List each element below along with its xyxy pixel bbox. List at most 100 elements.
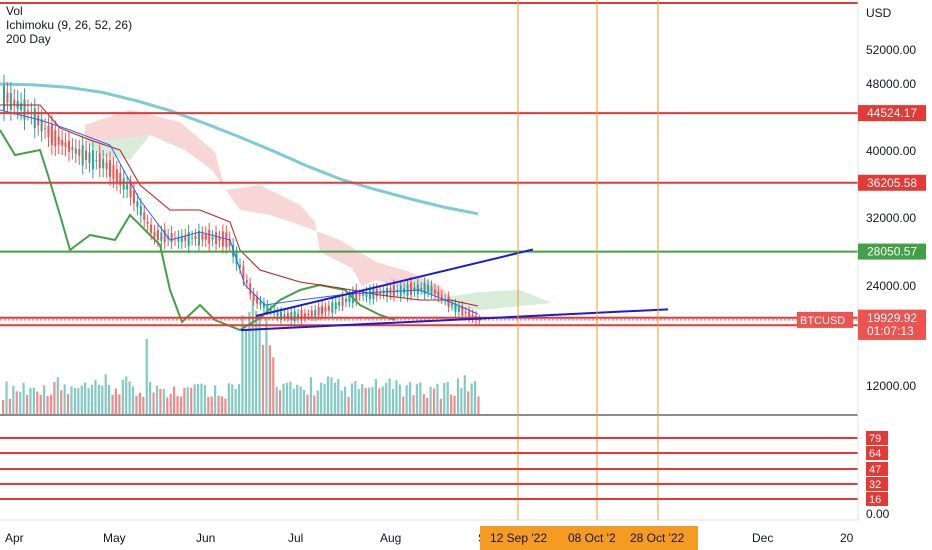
price-candle [252,293,255,301]
price-candle [345,298,347,302]
volume-bar [56,377,59,414]
volume-bar [155,385,159,414]
volume-bar [357,389,360,414]
legend-ichimoku[interactable]: Ichimoku (9, 26, 52, 26) [6,18,133,32]
volume-bar [292,388,295,414]
volume-bar [46,395,49,414]
volume-bar [53,382,56,414]
volume-bar [473,381,477,414]
price-candle [37,115,40,126]
price-candle [85,150,88,161]
price-candle [307,314,310,316]
price-candle [321,305,324,315]
volume-bar [217,395,220,414]
price-candle [98,153,101,169]
volume-bar [237,383,241,414]
price-level-tag-label: 36205.58 [867,176,917,190]
volume-bar [385,382,388,414]
price-candle [67,140,70,152]
price-candle [454,303,457,312]
volume-bar [436,383,439,414]
price-candle [211,237,214,240]
price-candle [334,302,337,309]
price-candle [129,183,132,198]
volume-bar [244,329,248,414]
price-candle [262,302,265,308]
volume-bar [70,386,73,414]
price-candle [327,305,330,311]
price-candle [368,289,371,300]
volume-bar [261,345,265,414]
price-candle [208,229,211,244]
price-candle [218,237,221,241]
oscillator-level-label: 79 [869,433,881,445]
price-level-tag-label: 44524.17 [867,106,917,120]
date-range-highlight [480,526,698,550]
price-tick-label: 24000.00 [866,279,916,293]
volume-bar [152,392,155,414]
volume-bar [282,383,285,414]
volume-bar [179,396,183,414]
legend-vol[interactable]: Vol [6,4,23,18]
volume-bar [66,394,70,414]
price-candle [392,285,395,296]
price-candle [126,184,129,190]
volume-bar [87,387,90,414]
price-candle [283,314,286,317]
trendline [255,248,534,317]
volume-bar [97,384,100,414]
price-candle [146,221,149,224]
price-candle [457,307,460,312]
price-candle [139,205,142,216]
price-candle [238,264,241,268]
price-candle [413,287,416,292]
volume-bar [460,387,463,414]
symbol-tag [797,311,853,328]
volume-bar [114,388,118,414]
volume-bar [29,387,32,414]
ichimoku-conversion-line [0,109,479,315]
volume-bar [128,381,131,414]
price-candle [6,92,9,103]
volume-bar [43,385,46,414]
price-candle [348,295,351,303]
volume-bar [456,378,460,414]
price-candle [91,150,94,170]
time-tick-label: Jun [196,531,215,545]
volume-bar [258,315,261,414]
volume-bar [330,377,333,414]
price-candle [471,314,474,319]
volume-bar [316,390,319,414]
volume-bar [173,386,176,414]
price-candle [440,295,443,299]
price-candle [468,311,471,318]
price-candle [204,233,207,240]
price-candle [26,110,29,112]
oscillator-level-tag [866,462,888,476]
volume-bar [231,384,234,414]
current-price-value: 19929.92 [867,311,917,325]
price-candle [437,291,440,297]
price-candle [115,169,118,183]
volume-bar [241,315,244,414]
volume-bar [412,395,415,414]
price-candle [191,237,194,239]
volume-bar [203,385,206,414]
price-candle [194,235,197,239]
time-tick-label: Apr [5,531,24,545]
price-candle [184,235,187,241]
price-candle [297,313,300,319]
price-candle [160,232,163,241]
volume-bar [419,382,422,414]
price-tick-label: 52000.00 [866,43,916,57]
price-candle [109,160,112,177]
volume-bar [279,390,282,414]
price-candle [324,307,327,312]
volume-bar [361,383,364,414]
price-candle [286,312,289,318]
legend-200-day[interactable]: 200 Day [6,32,51,46]
volume-bar [367,387,371,414]
volume-bar [49,394,53,414]
price-candle [461,305,464,316]
